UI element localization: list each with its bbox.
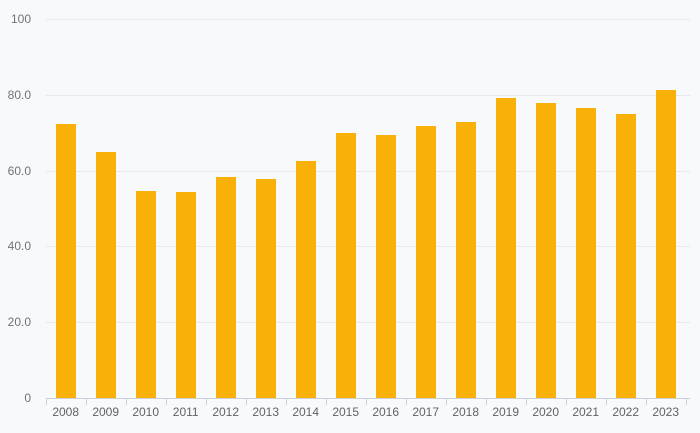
x-axis-tick [565,398,567,405]
x-axis-tick [165,398,167,405]
y-axis-tick-label: 40.0 [7,239,31,254]
x-axis-tick [285,398,287,405]
bar-2018[interactable] [455,121,476,399]
bar-2016[interactable] [375,135,396,399]
x-axis-tick [645,398,647,405]
bar-2021[interactable] [575,107,596,399]
y-axis-tick-label: 60.0 [7,163,31,178]
x-axis-tick [205,398,207,405]
gridline-y-40 [46,246,690,248]
x-axis-label-2015: 2015 [332,405,360,420]
bar-2020[interactable] [535,102,556,399]
x-axis-label-2012: 2012 [212,405,240,420]
y-axis-tick-label: 20.0 [7,315,31,330]
x-axis-label-2022: 2022 [612,405,640,420]
bar-2012[interactable] [215,177,236,399]
x-axis-tick [445,398,447,405]
y-axis-tick-label: 0 [24,391,31,406]
x-axis-tick [45,398,47,405]
gridline-y-80 [46,94,690,96]
x-axis-tick [325,398,327,405]
bar-2013[interactable] [255,178,276,399]
y-axis-tick-label: 100 [10,11,31,26]
x-axis-label-2009: 2009 [92,405,120,420]
x-axis-line [45,398,690,400]
x-axis-label-2017: 2017 [412,405,440,420]
x-axis-label-2016: 2016 [372,405,400,420]
x-axis-label-2018: 2018 [452,405,480,420]
x-axis-tick [685,398,687,405]
x-axis-label-2011: 2011 [172,405,199,420]
bar-2010[interactable] [135,191,156,399]
x-axis-label-2013: 2013 [252,405,280,420]
bar-2023[interactable] [655,90,676,399]
x-axis-tick [605,398,607,405]
bar-2014[interactable] [295,161,316,399]
bar-2008[interactable] [55,123,76,399]
bar-2015[interactable] [335,132,356,399]
x-axis-tick [485,398,487,405]
x-axis-tick [405,398,407,405]
x-axis-label-2010: 2010 [132,405,160,420]
bar-2022[interactable] [615,113,636,399]
bar-2011[interactable] [175,191,196,399]
x-axis-label-2019: 2019 [492,405,520,420]
gridline-y-100 [46,18,690,20]
x-axis-tick [365,398,367,405]
bar-2009[interactable] [95,151,116,399]
x-axis-label-2021: 2021 [572,405,600,420]
x-axis-tick [245,398,247,405]
x-axis-label-2023: 2023 [652,405,680,420]
x-axis-label-2008: 2008 [52,405,80,420]
y-axis-tick-label: 80.0 [7,87,31,102]
x-axis-label-2014: 2014 [292,405,320,420]
gridline-y-60 [46,170,690,172]
gridline-y-20 [46,322,690,324]
x-axis-tick [85,398,87,405]
bar-2017[interactable] [415,126,436,399]
x-axis-tick [525,398,527,405]
x-axis-label-2020: 2020 [532,405,560,420]
x-axis-tick [125,398,127,405]
bar-2019[interactable] [495,97,516,399]
